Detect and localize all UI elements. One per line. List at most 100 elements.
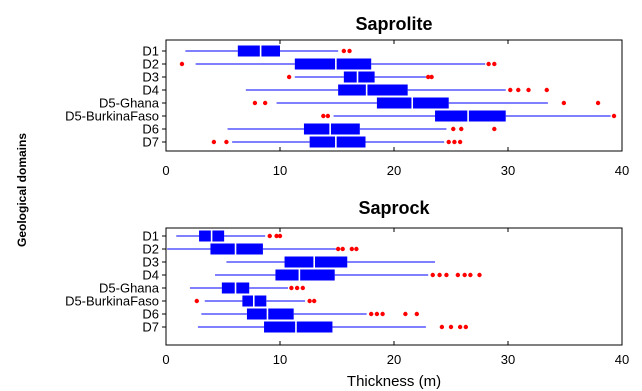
outlier-point: [335, 246, 341, 252]
category-label: D1: [142, 44, 159, 59]
outlier-point: [463, 324, 469, 330]
outlier-point: [462, 272, 467, 278]
outlier-point: [459, 126, 464, 132]
outlier-point: [349, 246, 355, 252]
outlier-point: [277, 233, 283, 239]
outlier-point: [300, 285, 305, 291]
outlier-point: [294, 285, 300, 291]
x-tick-label: 0: [162, 163, 169, 178]
box: [303, 123, 360, 135]
box: [338, 84, 408, 96]
x-tick-label: 20: [387, 163, 401, 178]
outlier-point: [369, 311, 374, 317]
outlier-point: [340, 246, 345, 252]
outlier-point: [211, 139, 217, 145]
outlier-point: [354, 246, 359, 252]
box: [343, 71, 375, 83]
outlier-point: [455, 272, 461, 278]
category-label: D3: [142, 70, 159, 85]
outlier-point: [457, 139, 463, 145]
x-axis-label: Thickness (m): [347, 373, 441, 390]
outlier-point: [194, 298, 199, 304]
category-label: D2: [142, 242, 159, 257]
outlier-point: [452, 139, 457, 145]
outlier-point: [492, 61, 497, 67]
outlier-point: [274, 233, 279, 239]
box: [435, 110, 506, 122]
x-tick-label: 40: [615, 163, 629, 178]
outlier-point: [224, 139, 229, 145]
outlier-point: [492, 126, 497, 132]
outlier-point: [403, 311, 408, 317]
category-label: D5-Ghana: [99, 281, 160, 296]
x-tick-label: 30: [501, 352, 515, 367]
box: [210, 243, 263, 255]
x-tick-label: 20: [387, 352, 401, 367]
category-label: D5-BurkinaFaso: [65, 294, 159, 309]
box: [246, 308, 294, 320]
outlier-point: [444, 272, 449, 278]
box: [294, 58, 372, 70]
outlier-point: [341, 48, 347, 54]
box: [284, 256, 348, 268]
box: [309, 136, 366, 148]
category-label: D5-BurkinaFaso: [65, 109, 159, 124]
x-tick-label: 40: [615, 352, 629, 367]
category-label: D5-Ghana: [99, 96, 160, 111]
chart-title: Saprock: [358, 198, 430, 218]
outlier-point: [430, 272, 435, 278]
category-label: D2: [142, 57, 159, 72]
category-label: D1: [142, 229, 159, 244]
outlier-point: [347, 48, 352, 54]
category-label: D4: [142, 268, 159, 283]
outlier-point: [446, 139, 451, 145]
outlier-point: [457, 324, 463, 330]
category-label: D7: [142, 320, 159, 335]
outlier-point: [380, 311, 385, 317]
saprock-panel: Saprock 0 10 20 30 40 D1D2D3D4D5-GhanaD5-Burki…: [65, 198, 629, 367]
outlier-point: [516, 87, 521, 93]
outlier-point: [486, 61, 491, 67]
outlier-point: [477, 272, 482, 278]
outlier-point: [526, 87, 531, 93]
outlier-point: [289, 285, 294, 291]
outlier-point: [267, 233, 272, 239]
category-label: D3: [142, 255, 159, 270]
outlier-point: [414, 311, 419, 317]
chart-title: Saprolite: [355, 14, 432, 34]
category-label: D4: [142, 83, 159, 98]
outlier-point: [448, 324, 454, 330]
outlier-point: [262, 100, 268, 106]
box: [237, 45, 280, 57]
outlier-point: [429, 74, 434, 80]
category-label: D6: [142, 307, 159, 322]
outlier-point: [426, 74, 431, 80]
outlier-point: [437, 272, 442, 278]
outlier-point: [252, 100, 258, 106]
outlier-point: [595, 100, 601, 106]
outlier-point: [325, 113, 331, 119]
y-axis-label: Geological domains: [15, 133, 29, 247]
outlier-point: [374, 311, 380, 317]
outlier-point: [508, 87, 513, 93]
category-label: D6: [142, 122, 159, 137]
x-tick-label: 10: [273, 352, 287, 367]
x-tick-label: 10: [273, 163, 287, 178]
outlier-point: [561, 100, 567, 106]
x-tick-label: 30: [501, 163, 515, 178]
outlier-point: [307, 298, 312, 304]
x-tick-label: 0: [162, 352, 169, 367]
category-label: D7: [142, 135, 159, 150]
outlier-point: [286, 74, 292, 80]
outlier-point: [439, 324, 445, 330]
box: [264, 321, 333, 333]
outlier-point: [451, 126, 456, 132]
outlier-point: [312, 298, 317, 304]
box: [275, 269, 335, 281]
saprolite-panel: Saprolite 0 10 20 30 40 D1D2D3D4D5-GhanaD5-Bur…: [65, 14, 629, 178]
outlier-point: [544, 87, 549, 93]
outlier-point: [179, 61, 185, 67]
outlier-point: [611, 113, 617, 119]
outlier-point: [468, 272, 473, 278]
